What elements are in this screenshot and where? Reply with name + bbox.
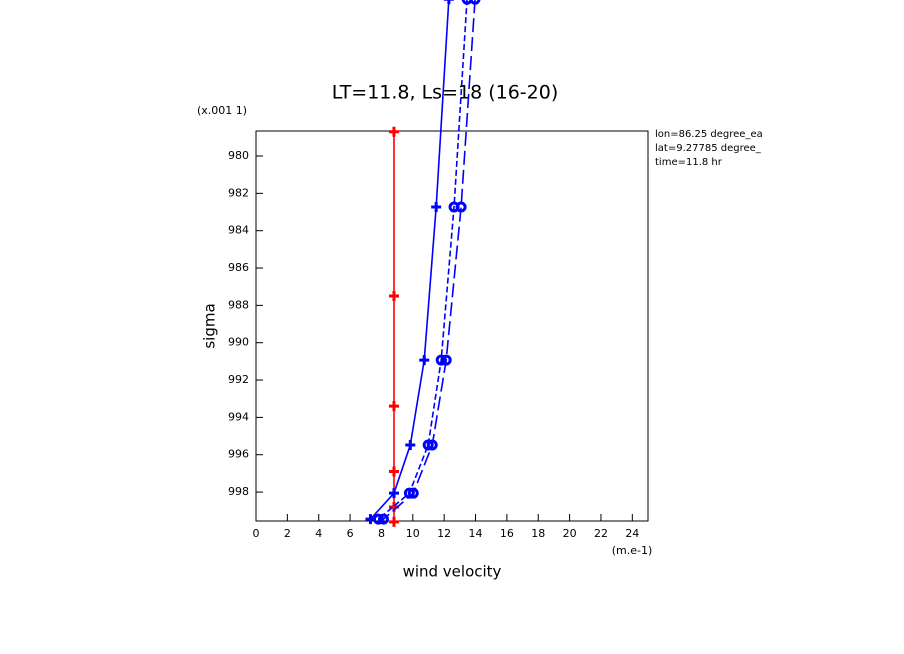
x-tick-label: 0 [253,527,260,540]
y-tick-label: 988 [228,298,249,311]
point [388,401,399,412]
annotation: lon=86.25 degree_ea [655,129,763,140]
y-tick-label: 994 [228,410,249,423]
chart-title: LT=11.8, Ls=18 (16-20) [332,82,559,104]
x-tick-label: 4 [315,527,322,540]
point [426,439,438,451]
series-line [382,0,476,520]
y-tick-label: 982 [228,186,249,199]
point [388,516,399,527]
series-line [369,0,450,520]
plot-frame [255,130,649,522]
point [388,488,399,499]
x-tick-label: 24 [625,527,639,540]
x-tick-label: 22 [594,527,608,540]
point [431,201,442,212]
series-line [377,0,468,520]
y-tick-label: 986 [228,261,249,274]
point [377,513,389,525]
y-tick-label: 980 [228,149,249,162]
y-tick-label: 998 [228,485,249,498]
point [443,0,454,5]
point [440,354,452,366]
x-tick-label: 18 [531,527,545,540]
point [407,487,419,499]
x-tick-label: 10 [406,527,420,540]
point [419,355,430,366]
x-tick-label: 20 [563,527,577,540]
x-axis-label: wind velocity [403,563,502,581]
y-units: (x.001 1) [197,104,247,117]
point [435,354,447,366]
x-tick-label: 14 [469,527,483,540]
point [455,201,467,213]
point [388,466,399,477]
annotation: time=11.8 hr [655,157,723,168]
x-tick-label: 16 [500,527,514,540]
y-tick-label: 984 [228,224,249,237]
y-tick-label: 992 [228,373,249,386]
x-units: (m.e-1) [612,544,653,557]
x-tick-label: 8 [378,527,385,540]
x-tick-label: 6 [347,527,354,540]
annotation: lat=9.27785 degree_ [655,143,762,154]
point [469,0,481,5]
x-tick-label: 2 [284,527,291,540]
point [461,0,473,5]
point [405,440,416,451]
y-axis-label: sigma [201,303,219,348]
point [388,126,399,137]
point [372,513,384,525]
x-tick-label: 12 [437,527,451,540]
y-tick-label: 990 [228,336,249,349]
y-tick-label: 996 [228,448,249,461]
point [388,291,399,302]
